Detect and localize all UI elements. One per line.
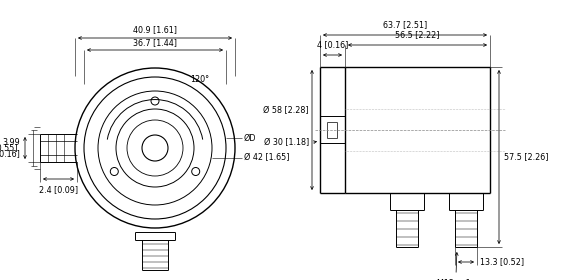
Text: Ø 30 [1.18]: Ø 30 [1.18] [264, 138, 309, 147]
Text: M12 × 1: M12 × 1 [437, 279, 471, 280]
Text: 40.9 [1.61]: 40.9 [1.61] [133, 25, 177, 34]
Text: 57.5 [2.26]: 57.5 [2.26] [504, 153, 548, 162]
Text: 63.7 [2.51]: 63.7 [2.51] [383, 20, 427, 29]
Text: 120°: 120° [190, 76, 209, 85]
Text: Ø 58 [2.28]: Ø 58 [2.28] [264, 107, 309, 116]
Text: 13.3 [0.52]: 13.3 [0.52] [480, 258, 524, 267]
Text: ØD: ØD [244, 134, 256, 143]
Text: 2.4 [0.09]: 2.4 [0.09] [39, 185, 78, 194]
Text: 3.99
[0.16]: 3.99 [0.16] [0, 138, 20, 158]
Text: 14 [0.55]: 14 [0.55] [0, 143, 18, 153]
Text: 4 [0.16]: 4 [0.16] [317, 40, 348, 49]
Text: 56.5 [2.22]: 56.5 [2.22] [395, 30, 440, 39]
Text: 36.7 [1.44]: 36.7 [1.44] [133, 38, 177, 47]
Text: Ø 42 [1.65]: Ø 42 [1.65] [244, 153, 290, 162]
